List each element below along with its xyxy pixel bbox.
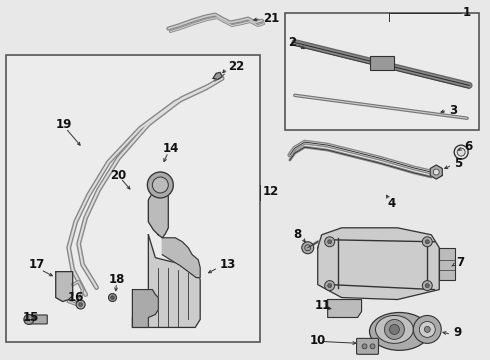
Polygon shape — [56, 272, 73, 302]
Circle shape — [422, 280, 432, 291]
Text: 15: 15 — [23, 311, 39, 324]
Circle shape — [385, 319, 404, 339]
Circle shape — [325, 237, 335, 247]
Text: 13: 13 — [220, 258, 236, 271]
Ellipse shape — [375, 315, 414, 343]
Circle shape — [425, 240, 429, 244]
Circle shape — [24, 315, 34, 324]
Text: 18: 18 — [108, 273, 125, 286]
Polygon shape — [162, 238, 200, 278]
Circle shape — [76, 300, 85, 309]
Bar — [439, 248, 455, 280]
Text: 12: 12 — [263, 185, 279, 198]
Polygon shape — [318, 228, 439, 300]
Circle shape — [78, 302, 83, 306]
Text: 21: 21 — [263, 12, 279, 25]
Text: 20: 20 — [111, 168, 127, 181]
Circle shape — [424, 327, 430, 332]
Polygon shape — [430, 165, 442, 179]
Text: 9: 9 — [453, 326, 462, 339]
Circle shape — [433, 169, 439, 175]
Polygon shape — [148, 182, 168, 238]
Polygon shape — [328, 300, 362, 318]
Circle shape — [328, 240, 332, 244]
Text: 2: 2 — [288, 36, 296, 49]
Bar — [285, 13, 479, 130]
Text: 19: 19 — [56, 118, 72, 131]
Bar — [6, 55, 260, 342]
Text: 22: 22 — [228, 60, 245, 73]
Circle shape — [390, 324, 399, 334]
Circle shape — [108, 293, 117, 302]
Text: 10: 10 — [310, 334, 326, 347]
Text: 11: 11 — [315, 299, 331, 312]
Ellipse shape — [369, 312, 429, 350]
FancyBboxPatch shape — [28, 315, 47, 324]
Text: 5: 5 — [454, 157, 463, 170]
Text: 14: 14 — [162, 141, 179, 155]
Circle shape — [152, 177, 168, 193]
Text: 8: 8 — [293, 228, 301, 241]
Circle shape — [362, 344, 367, 349]
Circle shape — [370, 344, 375, 349]
Circle shape — [325, 280, 335, 291]
Circle shape — [457, 148, 465, 156]
Circle shape — [302, 242, 314, 254]
FancyBboxPatch shape — [357, 338, 378, 354]
FancyBboxPatch shape — [369, 57, 394, 71]
Circle shape — [422, 237, 432, 247]
Text: 17: 17 — [29, 258, 45, 271]
Circle shape — [419, 321, 435, 337]
Text: 1: 1 — [463, 6, 471, 19]
Text: 16: 16 — [68, 291, 84, 304]
Polygon shape — [213, 72, 222, 80]
Circle shape — [111, 296, 114, 299]
Polygon shape — [132, 235, 200, 328]
Circle shape — [425, 284, 429, 288]
Polygon shape — [132, 289, 158, 328]
Circle shape — [328, 284, 332, 288]
Text: 7: 7 — [456, 256, 465, 269]
Circle shape — [414, 315, 441, 343]
Text: 3: 3 — [449, 104, 457, 117]
Text: 6: 6 — [464, 140, 472, 153]
Text: 4: 4 — [388, 197, 396, 210]
